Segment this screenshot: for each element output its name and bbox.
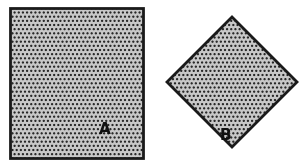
Text: A: A bbox=[99, 122, 111, 137]
Polygon shape bbox=[167, 17, 297, 147]
Text: B: B bbox=[219, 128, 231, 142]
Bar bbox=[10, 8, 143, 158]
